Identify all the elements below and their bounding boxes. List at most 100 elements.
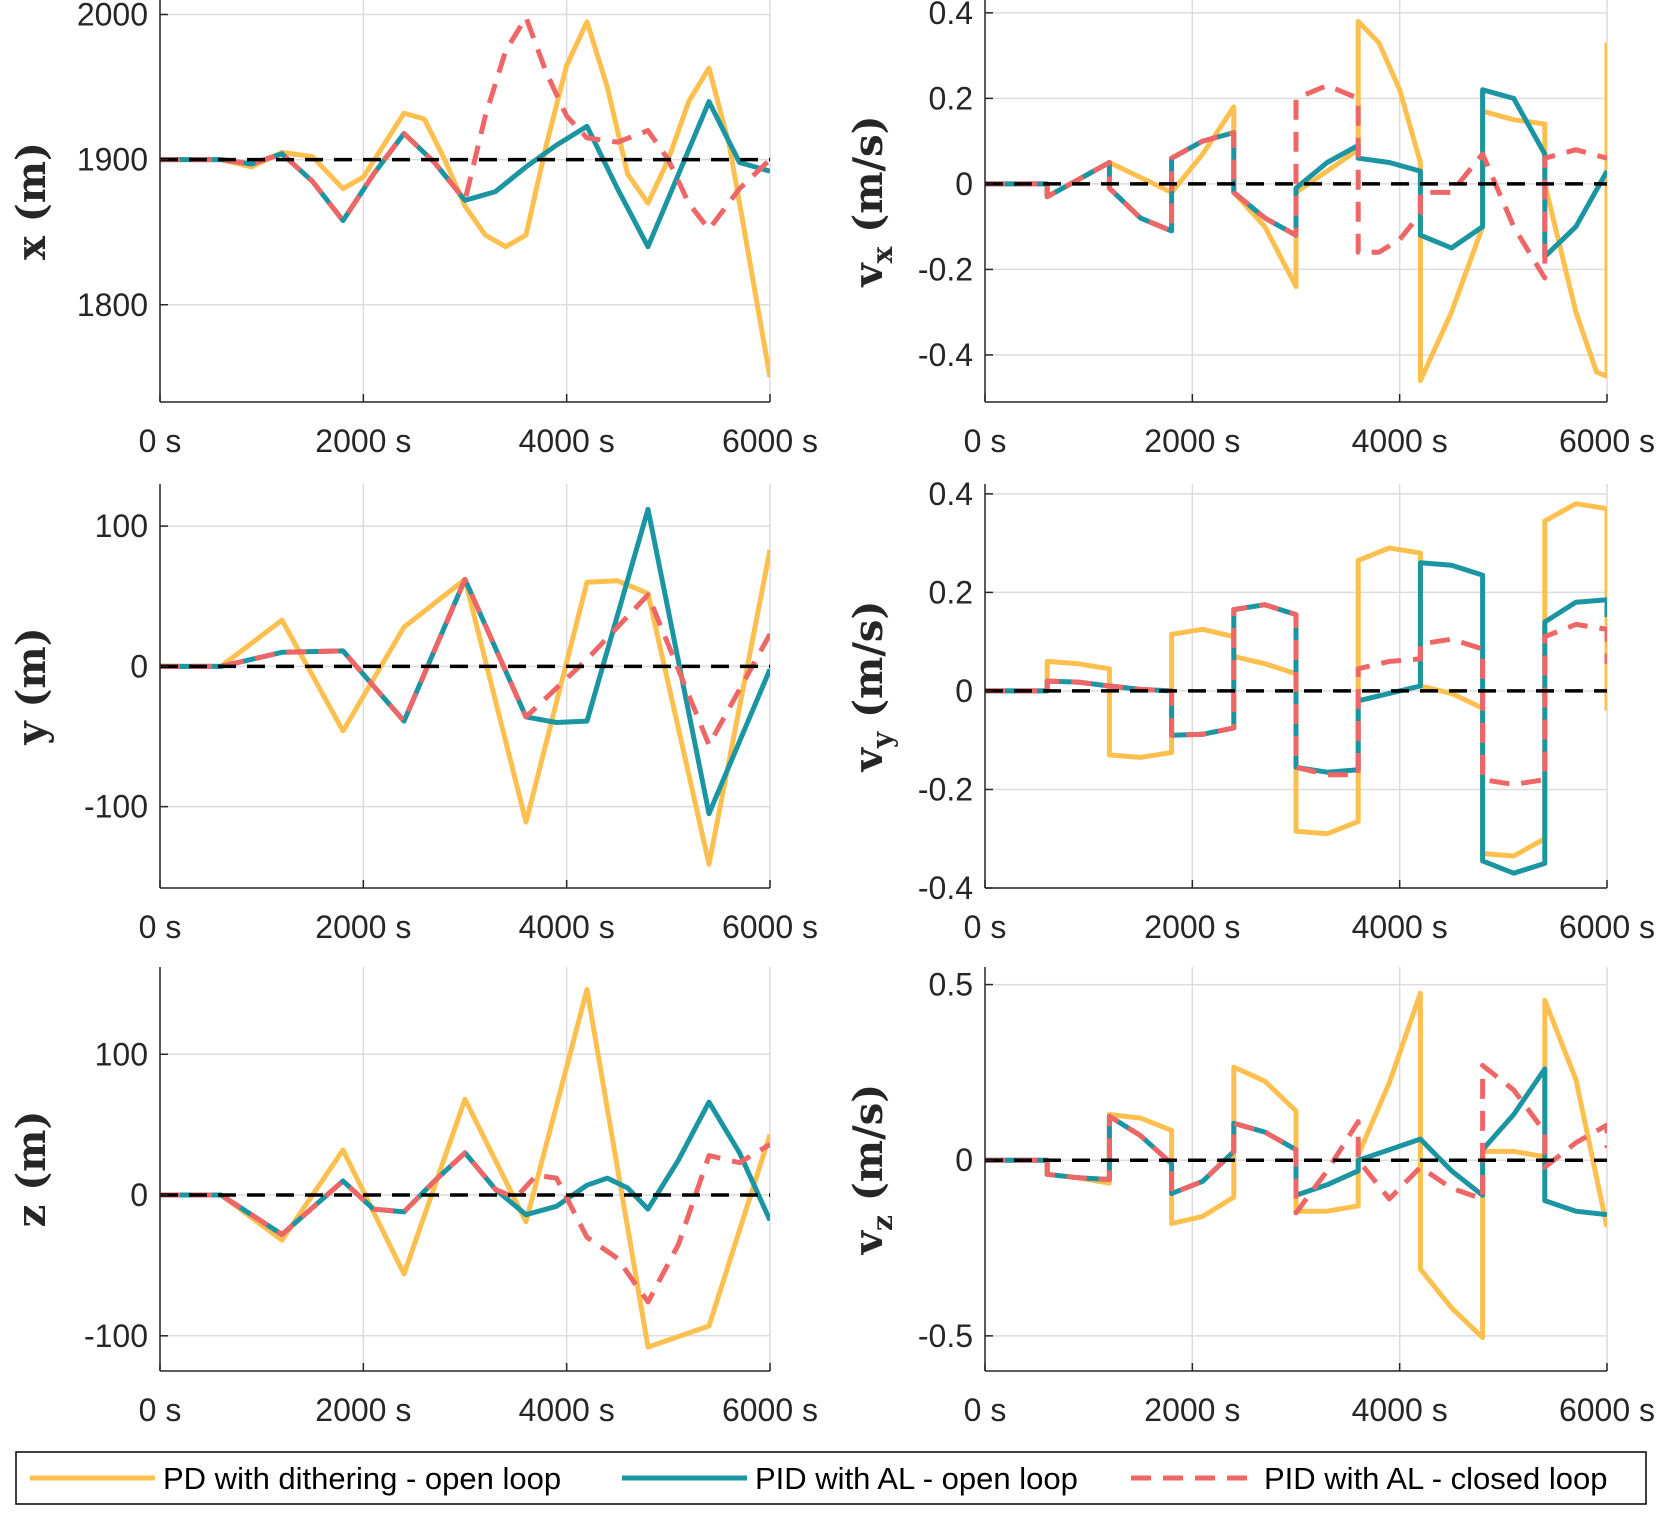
y-tick-label: 0 [955, 673, 973, 709]
panel-vy: 0 s 2000 s 4000 s 6000 s -0.4 -0.2 0 0.2 0.4 vy (… [845, 476, 1655, 945]
y-axis-label-units: (m) [8, 142, 55, 236]
y-tick-label: -100 [84, 1318, 148, 1354]
series-group-y [160, 506, 770, 867]
legend: PD with dithering - open loop PID with A… [15, 1451, 1647, 1505]
series-group-z [160, 987, 770, 1350]
series-group-x [160, 14, 770, 378]
x-tick-label: 6000 s [722, 423, 818, 459]
x-tick-label: 0 s [139, 423, 182, 459]
y-axis-label-y: y (m) [8, 627, 55, 745]
legend-label-pd-open: PD with dithering - open loop [163, 1461, 561, 1496]
x-tick-label: 6000 s [1559, 909, 1655, 945]
series-line-y-pid-open [160, 506, 770, 817]
series-line-y-pd-open [160, 549, 770, 867]
y-axis-label-z: z (m) [8, 1111, 55, 1228]
y-axis-label-symbol: v [845, 746, 892, 772]
y-axis-label-units: (m) [8, 1111, 55, 1205]
y-axis-label-vx: vx (m/s) [845, 115, 899, 287]
x-tick-label: 4000 s [1352, 423, 1448, 459]
panel-vx: 0 s 2000 s 4000 s 6000 s -0.4 -0.2 0 0.2 0.4 vx (… [845, 0, 1655, 459]
y-tick-label: -0.5 [918, 1318, 973, 1354]
y-axis-label-symbol: y [8, 720, 55, 746]
x-tick-label: 0 s [964, 1392, 1007, 1428]
legend-label-pid-open: PID with AL - open loop [755, 1461, 1078, 1496]
x-tick-label: 6000 s [722, 1392, 818, 1428]
legend-box [15, 1451, 1647, 1505]
series-group-vy [985, 501, 1607, 876]
series-line-y-pid-closed [160, 576, 770, 748]
series-line-vy-pd-open [985, 501, 1607, 859]
x-tick-label: 0 s [139, 1392, 182, 1428]
series-group-vz [985, 990, 1607, 1341]
y-axis-label-subscript: x [866, 246, 899, 263]
y-axis-label-symbol: x [8, 235, 55, 260]
panel-z: 0 s 2000 s 4000 s 6000 s -100 0 100 z (m) [8, 967, 818, 1428]
y-axis-label-units: (m/s) [845, 115, 892, 246]
y-tick-label: 0 [955, 166, 973, 202]
panel-x: 0 s 2000 s 4000 s 6000 s 1800 1900 2000 x (m) [8, 0, 818, 459]
y-tick-label: 0.4 [929, 0, 973, 31]
y-tick-label: 0.2 [929, 574, 973, 610]
y-axis-label-symbol: v [845, 262, 892, 288]
y-axis-label-subscript: y [866, 731, 899, 749]
x-tick-label: 2000 s [315, 423, 411, 459]
legend-label-pid-closed: PID with AL - closed loop [1264, 1461, 1607, 1496]
y-axis-label-units: (m/s) [845, 601, 892, 732]
y-tick-label: 0.5 [929, 967, 973, 1003]
x-tick-label: 2000 s [1144, 909, 1240, 945]
grid-y [160, 484, 771, 888]
series-line-z-pid-open [160, 1099, 770, 1237]
x-tick-label: 0 s [964, 909, 1007, 945]
series-line-vy-pid-closed [985, 602, 1607, 787]
series-line-z-pid-closed [160, 1142, 770, 1305]
x-tick-label: 0 s [139, 909, 182, 945]
y-tick-label: -0.2 [918, 771, 973, 807]
y-tick-label: -0.2 [918, 251, 973, 287]
y-axis-label-symbol: z [8, 1205, 55, 1228]
y-tick-label: 0 [955, 1142, 973, 1178]
series-line-z-pd-open [160, 987, 770, 1350]
x-tick-label: 2000 s [1144, 1392, 1240, 1428]
series-line-vx-pid-closed [985, 83, 1607, 281]
y-tick-label: -100 [84, 789, 148, 825]
y-axis-label-subscript: z [866, 1215, 899, 1231]
x-tick-label: 2000 s [315, 909, 411, 945]
x-tick-label: 2000 s [315, 1392, 411, 1428]
x-tick-label: 4000 s [1352, 909, 1448, 945]
x-tick-label: 4000 s [519, 909, 615, 945]
y-axis-label-symbol: v [845, 1229, 892, 1255]
x-tick-label: 4000 s [519, 1392, 615, 1428]
series-line-vy-pid-open [985, 560, 1607, 876]
series-line-x-pd-open [160, 19, 770, 378]
x-tick-label: 4000 s [1352, 1392, 1448, 1428]
y-tick-label: -0.4 [918, 870, 973, 906]
panel-y: 0 s 2000 s 4000 s 6000 s -100 0 100 y (m) [8, 484, 818, 945]
y-tick-label: 2000 [77, 0, 148, 33]
y-tick-label: 100 [95, 1036, 148, 1072]
y-tick-label: 1900 [77, 142, 148, 178]
grid-z [160, 967, 771, 1371]
series-line-vz-pid-closed [985, 1062, 1607, 1216]
y-axis-label-units: (m/s) [845, 1084, 892, 1215]
y-tick-label: -0.4 [918, 337, 973, 373]
panel-vz: 0 s 2000 s 4000 s 6000 s -0.5 0 0.5 vz (m/s) [845, 967, 1655, 1428]
y-axis-label-units: (m) [8, 627, 55, 721]
x-tick-label: 0 s [964, 423, 1007, 459]
y-tick-label: 0.2 [929, 80, 973, 116]
y-tick-label: 0 [130, 648, 148, 684]
y-tick-label: 100 [95, 508, 148, 544]
x-tick-label: 4000 s [519, 423, 615, 459]
x-tick-label: 2000 s [1144, 423, 1240, 459]
series-group-vx [985, 18, 1607, 384]
y-axis-label-x: x (m) [8, 142, 55, 260]
x-tick-label: 6000 s [1559, 1392, 1655, 1428]
y-tick-label: 0.4 [929, 476, 973, 512]
x-tick-label: 6000 s [722, 909, 818, 945]
x-tick-label: 6000 s [1559, 423, 1655, 459]
y-axis-label-vz: vz (m/s) [845, 1084, 899, 1255]
series-line-x-pid-closed [160, 14, 770, 232]
y-axis-label-vy: vy (m/s) [845, 601, 899, 773]
y-tick-label: 0 [130, 1177, 148, 1213]
